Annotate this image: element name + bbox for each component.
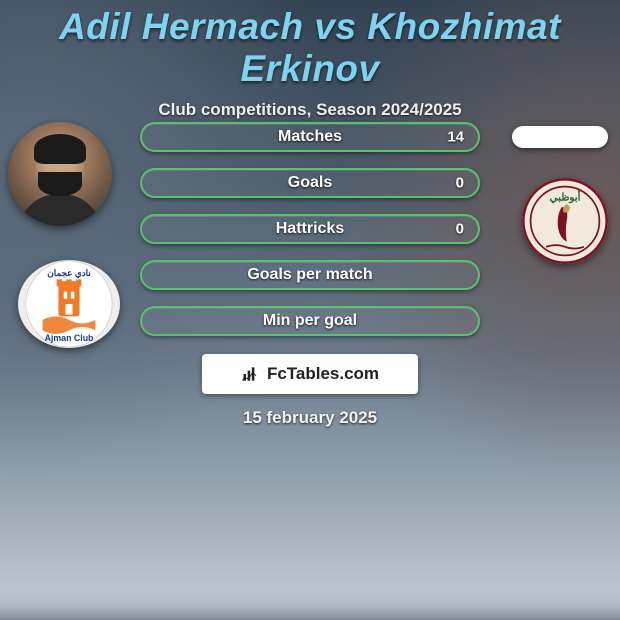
page-subtitle: Club competitions, Season 2024/2025	[0, 100, 620, 120]
club2-badge: أبوظبي	[522, 178, 608, 264]
stat-label: Goals	[288, 174, 332, 192]
stat-right-value: 0	[456, 175, 464, 192]
stat-rows: Matches 14 Goals 0 Hattricks 0 Goals per…	[140, 122, 480, 352]
stat-row-min-per-goal: Min per goal	[140, 306, 480, 336]
bar-chart-icon	[241, 364, 261, 384]
player1-avatar	[8, 122, 112, 226]
stat-label: Goals per match	[247, 266, 372, 284]
stat-right-value: 0	[456, 221, 464, 238]
stat-row-goals-per-match: Goals per match	[140, 260, 480, 290]
stat-label: Hattricks	[276, 220, 344, 238]
page-title: Adil Hermach vs Khozhimat Erkinov	[0, 0, 620, 90]
date-text: 15 february 2025	[0, 408, 620, 428]
stat-label: Matches	[278, 128, 342, 146]
player2-avatar-placeholder	[512, 126, 608, 148]
stat-label: Min per goal	[263, 312, 357, 330]
club1-badge: نادي عجمان Ajman Club	[18, 260, 120, 348]
infographic-root: Adil Hermach vs Khozhimat Erkinov Club c…	[0, 0, 620, 580]
stat-row-hattricks: Hattricks 0	[140, 214, 480, 244]
club2-arabic: أبوظبي	[550, 190, 581, 203]
brand-box: FcTables.com	[202, 354, 418, 394]
stat-right-value: 14	[447, 129, 464, 146]
brand-text: FcTables.com	[267, 364, 379, 384]
stat-row-goals: Goals 0	[140, 168, 480, 198]
club1-arabic: نادي عجمان	[47, 268, 91, 279]
stat-row-matches: Matches 14	[140, 122, 480, 152]
club1-english: Ajman Club	[45, 333, 94, 343]
